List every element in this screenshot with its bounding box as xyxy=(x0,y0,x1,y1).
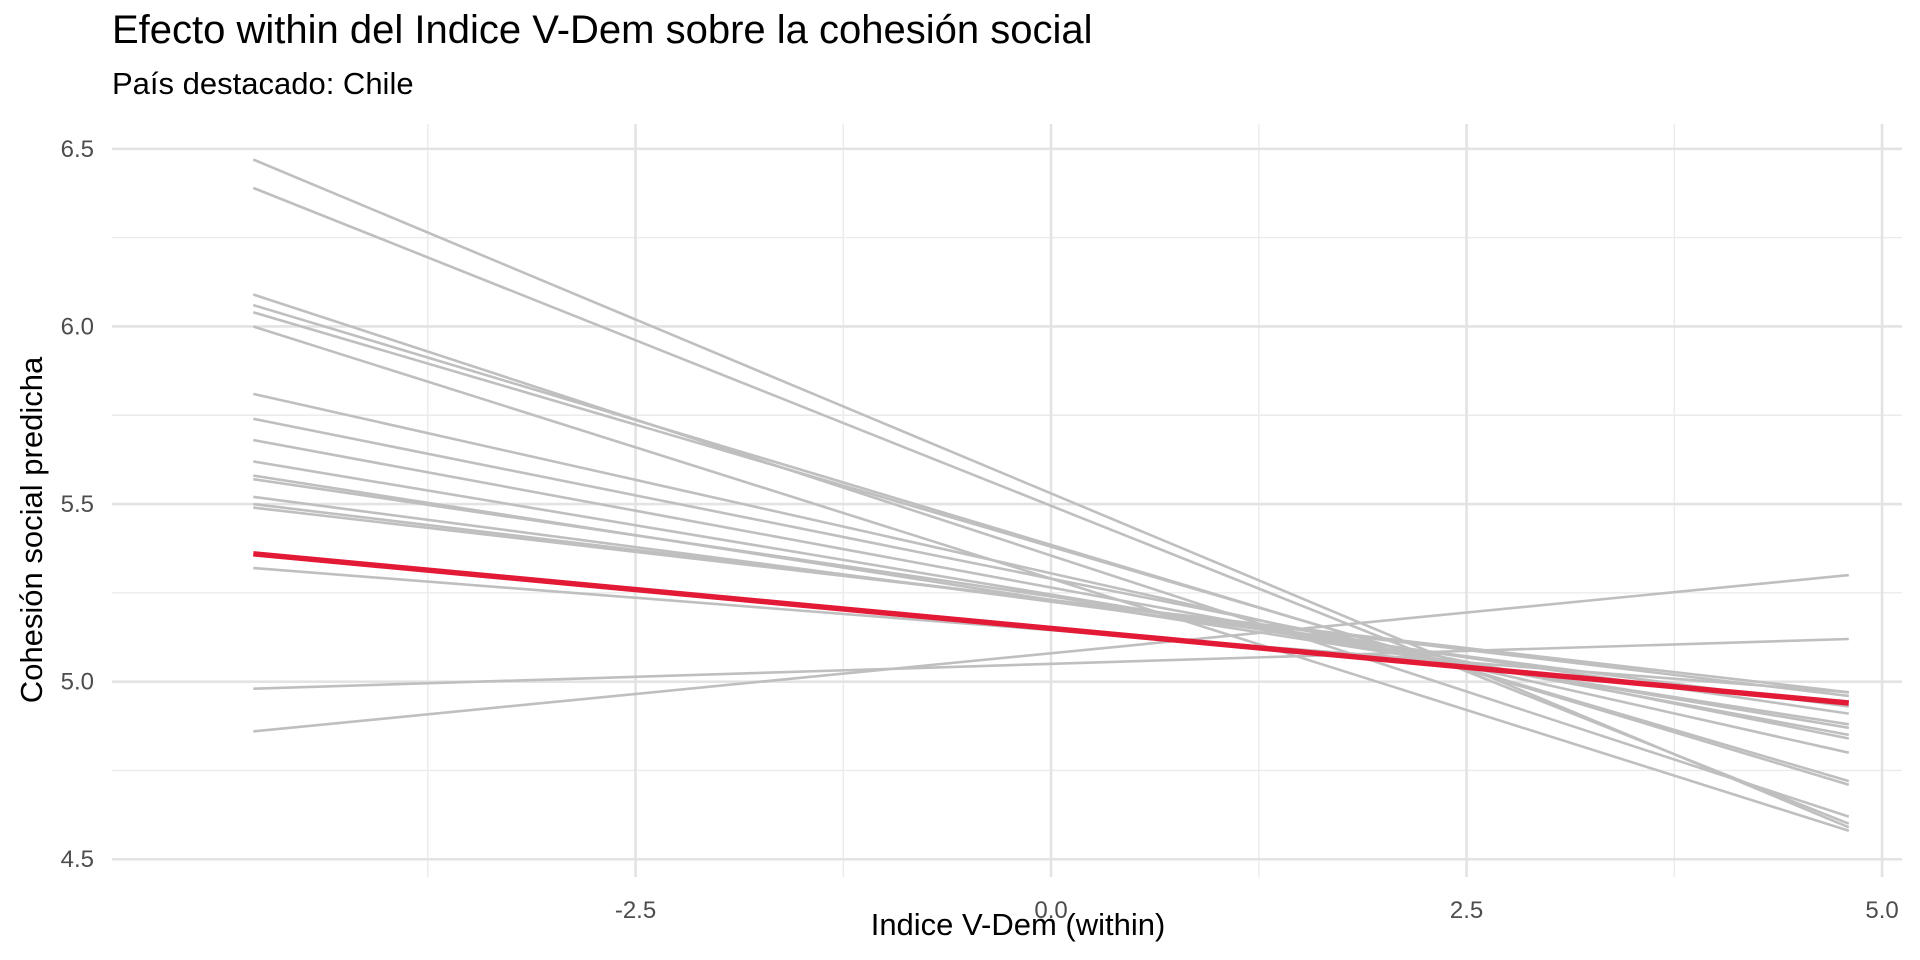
series-line-6 xyxy=(253,392,1850,754)
y-axis-title: Cohesión social predicha xyxy=(14,356,49,703)
series-line-11 xyxy=(253,477,1849,715)
series-line-chile xyxy=(253,551,1850,706)
y-tick-label: 4.5 xyxy=(61,846,94,873)
series-line-2 xyxy=(252,293,1850,818)
series-line-14 xyxy=(253,506,1849,694)
x-tick-label: -2.5 xyxy=(615,897,656,924)
x-tick-label: 2.5 xyxy=(1450,897,1483,924)
y-tick-label: 5.0 xyxy=(61,669,94,696)
y-tick-label: 6.0 xyxy=(61,313,94,340)
series-line-1 xyxy=(252,186,1850,825)
highlighted-series-lines xyxy=(253,551,1850,706)
x-tick-label: 5.0 xyxy=(1865,897,1898,924)
background-series-lines xyxy=(252,158,1850,833)
series-line-16 xyxy=(253,637,1849,690)
series-line-3 xyxy=(252,303,1850,786)
x-axis-title: Indice V-Dem (within) xyxy=(871,907,1166,942)
x-axis-tick-labels: -2.5 0.0 2.5 5.0 xyxy=(615,897,1899,924)
chart-subtitle: País destacado: Chile xyxy=(112,66,414,101)
y-tick-label: 5.5 xyxy=(61,491,94,518)
chart-title: Efecto within del Indice V-Dem sobre la … xyxy=(112,8,1093,52)
series-line-8 xyxy=(253,438,1850,737)
minor-gridlines xyxy=(112,124,1902,877)
y-axis-tick-labels: 4.5 5.0 5.5 6.0 6.5 xyxy=(61,136,94,873)
major-gridlines xyxy=(112,124,1902,877)
series-line-4 xyxy=(252,311,1850,783)
series-line-17 xyxy=(253,573,1849,733)
x-tick-label: 0.0 xyxy=(1034,897,1067,924)
series-line-0 xyxy=(252,158,1850,829)
y-tick-label: 6.5 xyxy=(61,136,94,163)
